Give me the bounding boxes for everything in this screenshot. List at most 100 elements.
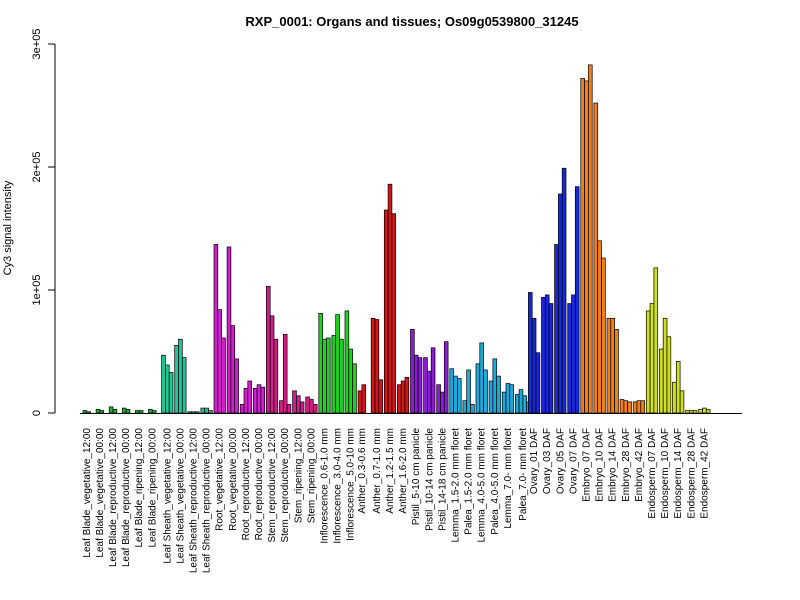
x-tick-label: Leaf Sheath_vegetative_00:00 [175, 428, 186, 564]
x-tick-label: Anther_1.2-1.5 mm [385, 428, 396, 514]
x-tick-label: Lemma_1.5-2.0 mm floret [451, 428, 462, 543]
x-tick-label: Root_reproductive_00:00 [254, 428, 265, 541]
bar [528, 292, 533, 414]
x-tick-label: Ovary_01 DAF [529, 428, 540, 494]
bar [361, 384, 367, 414]
x-tick-label: Leaf Blade_vegetative_00:00 [95, 428, 106, 558]
x-tick-label: Embryo_14 DAF [608, 428, 619, 502]
bar [378, 379, 383, 414]
bar [649, 303, 655, 414]
bar [443, 341, 449, 414]
bar [217, 309, 222, 414]
x-tick-label: Pistil_14-18 cm panicle [437, 428, 448, 531]
bar [462, 400, 468, 414]
bar [584, 80, 589, 414]
x-tick-label: Palea_7.0- mm floret [518, 428, 529, 521]
y-tick-label: 2e+05 [31, 152, 43, 183]
bar [675, 360, 681, 414]
bar [352, 363, 357, 414]
bar [335, 314, 340, 414]
x-tick-label: Palea_4.0-5.0 mm floret [490, 428, 501, 535]
bar [296, 395, 301, 414]
x-tick-label: Ovary_07 DAF [568, 428, 579, 494]
bar [662, 317, 668, 414]
bar [86, 411, 91, 414]
bar [312, 404, 318, 414]
bar [161, 354, 166, 414]
bar [698, 408, 703, 414]
x-tick-label: Embryo_10 DAF [595, 428, 606, 502]
bar [181, 357, 187, 414]
bar [226, 246, 232, 414]
bar [286, 404, 292, 414]
bar [531, 317, 537, 414]
bar [279, 400, 284, 414]
bar [99, 410, 105, 414]
x-tick-label: Embryo_07 DAF [582, 428, 593, 502]
bar [514, 394, 520, 414]
x-tick-label: Endosperm_07 DAF [647, 428, 658, 519]
x-tick-label: Leaf Blade_ripening_00:00 [147, 428, 158, 548]
bar [541, 297, 546, 414]
bar [685, 410, 690, 414]
bar [548, 303, 554, 414]
bar [357, 390, 363, 414]
bar [348, 348, 353, 414]
bar [488, 380, 494, 414]
bar [269, 315, 275, 414]
bar [692, 410, 698, 414]
bar [492, 358, 498, 414]
bar [404, 376, 410, 414]
x-tick-label: Palea_1.5-2.0 mm floret [464, 428, 475, 535]
bar [522, 395, 528, 414]
x-tick-label: Embryo_28 DAF [621, 428, 632, 502]
bar [672, 381, 677, 414]
x-tick-label: Pistil_5-10 cm panicle [411, 428, 422, 526]
x-tick-label: Leaf Blade_reproductive_00:00 [121, 428, 132, 567]
bar [374, 319, 380, 414]
bar [614, 329, 619, 414]
bar [475, 363, 481, 414]
x-tick-label: Anther_1.6-2.0 mm [398, 428, 409, 514]
bar [636, 400, 642, 414]
bar [679, 390, 685, 414]
bar [653, 267, 659, 414]
bar [588, 64, 593, 414]
x-tick-label: Anther_0.7-1.0 mm [372, 428, 383, 514]
x-tick-label: Stem_ripening_00:00 [306, 428, 317, 524]
bar [535, 352, 541, 414]
x-tick-label: Root_vegetative_12:00 [215, 428, 226, 531]
bar [165, 364, 170, 414]
bar [554, 244, 559, 414]
x-tick-label: Endosperm_14 DAF [673, 428, 684, 519]
x-tick-label: Endosperm_28 DAF [686, 428, 697, 519]
bar [606, 317, 612, 414]
y-tick-label: 1e+05 [31, 275, 43, 306]
bar [436, 384, 441, 414]
bar [326, 337, 331, 414]
x-tick-label: Stem_reproductive_00:00 [280, 428, 291, 543]
bar [204, 407, 209, 414]
bar [597, 240, 602, 414]
bar [440, 391, 445, 414]
bar [213, 244, 219, 414]
bar [370, 317, 376, 414]
bar [505, 383, 511, 414]
bar [273, 338, 279, 414]
y-tick-label: 0 [31, 410, 43, 416]
x-tick-label: Inflorescence_0.6-1.0 mm [320, 428, 331, 544]
bar [148, 408, 153, 414]
bar [292, 390, 297, 414]
x-tick-label: Endosperm_42 DAF [699, 428, 710, 519]
bar [483, 369, 488, 414]
bar [580, 78, 585, 414]
y-axis-label: Cy3 signal intensity [2, 180, 14, 275]
bar [509, 384, 514, 414]
bar [243, 388, 249, 414]
bar [187, 411, 192, 414]
x-tick-label: Anther_0.3-0.6 mm [357, 428, 368, 514]
bar [195, 411, 200, 414]
x-tick-label: Leaf Blade_ripening_12:00 [134, 428, 145, 548]
bar [610, 317, 615, 414]
